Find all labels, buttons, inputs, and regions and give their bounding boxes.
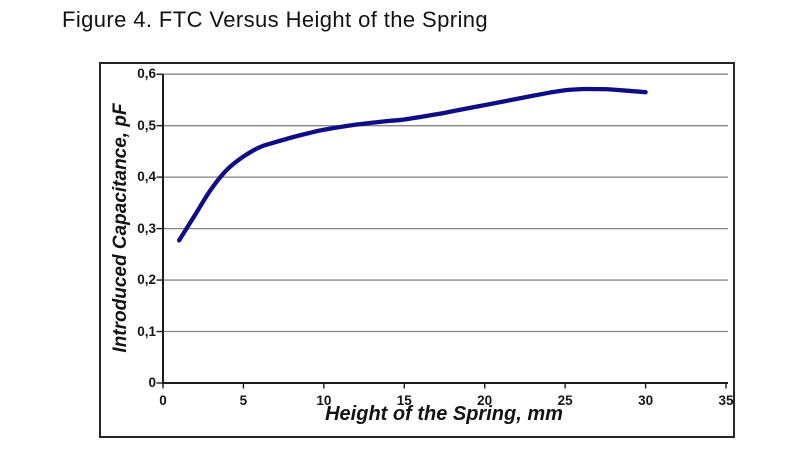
ftc-curve	[176, 86, 648, 243]
x-tick-label-5: 5	[239, 393, 248, 408]
chart-svg	[156, 73, 728, 389]
x-tick-label-30: 30	[638, 393, 654, 408]
x-tick-label-0: 0	[159, 393, 167, 408]
y-tick-label-0,4: 0,4	[137, 169, 156, 185]
y-tick-label-0,3: 0,3	[137, 220, 156, 236]
y-axis-title: Introduced Capacitance, pF	[110, 103, 131, 353]
x-tick-label-15: 15	[396, 393, 412, 408]
x-tick-label-25: 25	[557, 393, 573, 408]
y-tick-label-0,1: 0,1	[137, 323, 156, 339]
y-tick-label-0,6: 0,6	[137, 66, 156, 82]
x-tick-label-10: 10	[316, 393, 332, 408]
x-axis-title: Height of the Spring, mm	[325, 403, 563, 425]
y-tick-label-0,2: 0,2	[137, 272, 156, 288]
chart-container: 0 0,1 0,2 0,3 0,4 0,5 0,6 0 5 10 15 20 25 30 35 Introd…	[99, 62, 735, 438]
y-tick-label-0,5: 0,5	[137, 117, 156, 133]
x-tick-label-35: 35	[718, 393, 734, 408]
x-tick-label-20: 20	[477, 393, 493, 408]
figure-title: Figure 4. FTC Versus Height of the Sprin…	[62, 7, 489, 32]
y-tick-label-0: 0	[148, 375, 156, 390]
tick-label-layer: 0 0,1 0,2 0,3 0,4 0,5 0,6 0 5 10 15 20 25 30 35	[101, 64, 733, 436]
